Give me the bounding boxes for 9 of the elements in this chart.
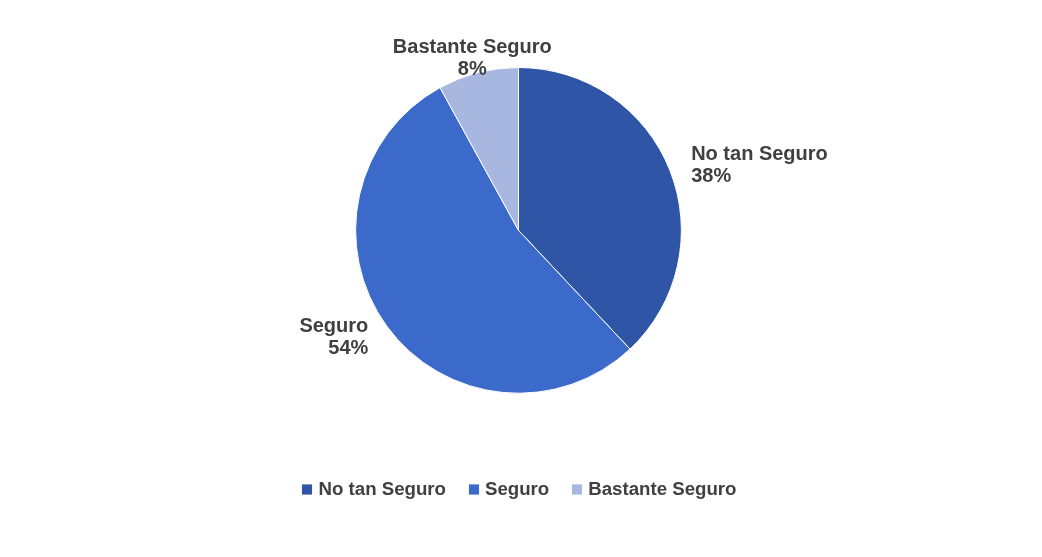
data-label: 38% <box>691 164 732 187</box>
slice-label: Bastante Seguro <box>392 34 552 57</box>
legend-label: No tan Seguro <box>318 478 446 500</box>
slice-label: Seguro <box>299 313 369 336</box>
legend-label: Bastante Seguro <box>588 478 737 500</box>
legend-label: Seguro <box>484 478 550 500</box>
data-label: 54% <box>328 335 369 358</box>
slice-label: No tan Seguro <box>691 142 828 165</box>
data-label: 8% <box>457 56 487 79</box>
